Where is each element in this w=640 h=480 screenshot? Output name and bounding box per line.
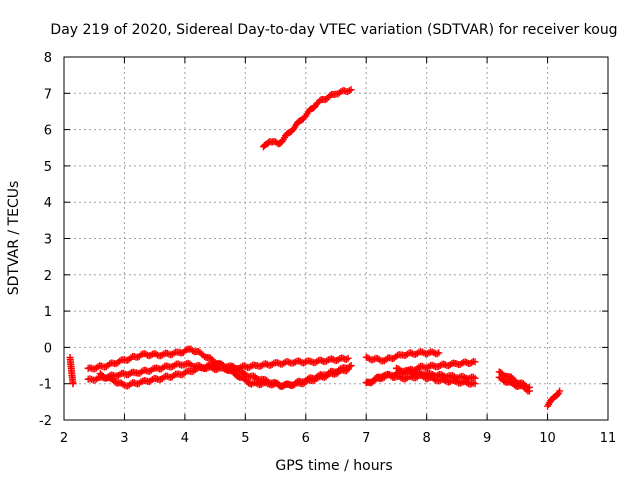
- y-tick-label: 1: [44, 305, 52, 320]
- data-point: [375, 356, 383, 364]
- x-tick-label: 2: [60, 431, 68, 446]
- series-arc-d: [96, 360, 352, 391]
- data-point: [554, 390, 562, 398]
- x-tick-label: 7: [362, 431, 370, 446]
- data-point: [471, 358, 479, 366]
- chart-title: Day 219 of 2020, Sidereal Day-to-day VTE…: [50, 22, 617, 38]
- data-point: [171, 361, 179, 369]
- data-point: [313, 358, 321, 366]
- data-series: [66, 86, 564, 410]
- x-tick-label: 6: [302, 431, 310, 446]
- y-tick-label: 6: [44, 124, 52, 139]
- data-point: [435, 349, 443, 357]
- grid: [64, 57, 608, 420]
- y-tick-label: 2: [44, 269, 52, 284]
- data-point: [344, 365, 352, 373]
- data-point: [446, 361, 454, 369]
- series-arc-e: [362, 348, 443, 365]
- x-tick-label: 4: [181, 431, 189, 446]
- x-tick-label: 11: [600, 431, 617, 446]
- data-point: [471, 374, 479, 382]
- data-point: [345, 87, 353, 95]
- data-point: [556, 387, 564, 395]
- data-point: [425, 363, 433, 371]
- data-point: [285, 358, 293, 366]
- y-tick-label: 7: [44, 87, 52, 102]
- data-point: [170, 349, 178, 357]
- data-point: [163, 349, 171, 357]
- data-point: [525, 387, 533, 395]
- series-arc-j: [495, 373, 533, 395]
- data-point: [247, 362, 255, 370]
- x-tick-label: 9: [483, 431, 491, 446]
- y-tick-label: -2: [39, 414, 52, 429]
- y-tick-label: -1: [39, 378, 52, 393]
- series-arc-a: [66, 353, 77, 388]
- data-point: [343, 367, 351, 375]
- data-point: [342, 356, 350, 364]
- data-point: [379, 372, 387, 380]
- series-arc-h: [392, 364, 479, 383]
- data-point: [147, 351, 155, 359]
- data-point: [69, 380, 77, 388]
- data-point: [413, 349, 421, 357]
- data-point: [382, 355, 390, 363]
- data-point: [137, 368, 145, 376]
- x-tick-label: 10: [539, 431, 556, 446]
- data-point: [344, 354, 352, 362]
- data-point: [126, 370, 134, 378]
- y-tick-label: 5: [44, 160, 52, 175]
- series-arc-upper: [259, 86, 355, 151]
- x-tick-label: 8: [423, 431, 431, 446]
- data-point: [347, 362, 355, 370]
- data-point: [301, 358, 309, 366]
- y-tick-label: 3: [44, 233, 52, 248]
- y-axis-title: SDTVAR / TECUs: [6, 181, 22, 296]
- data-point: [258, 361, 266, 369]
- series-arc-k: [544, 387, 564, 410]
- y-tick-label: 0: [44, 341, 52, 356]
- data-point: [119, 380, 127, 388]
- data-point: [469, 373, 477, 381]
- data-point: [468, 359, 476, 367]
- data-point: [347, 86, 355, 94]
- x-tick-label: 5: [241, 431, 249, 446]
- plot-frame: [63, 56, 609, 421]
- data-point: [458, 359, 466, 367]
- data-point: [280, 359, 288, 367]
- y-tick-label: 8: [44, 51, 52, 66]
- y-tick-label: 4: [44, 196, 52, 211]
- x-axis-title: GPS time / hours: [275, 458, 392, 474]
- x-tick-label: 3: [120, 431, 128, 446]
- data-point: [142, 350, 150, 358]
